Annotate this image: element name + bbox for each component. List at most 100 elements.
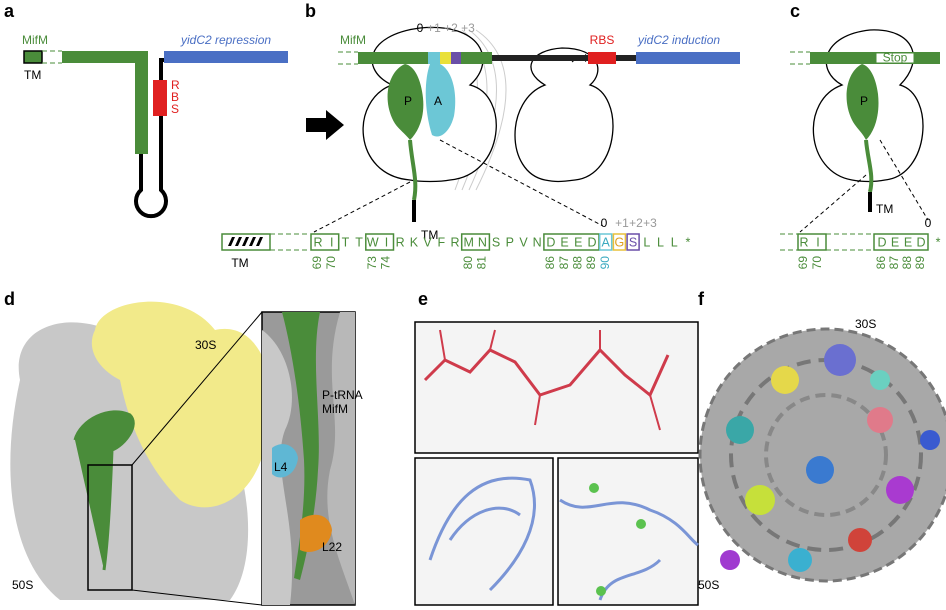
target-label: yidC2 induction (637, 33, 720, 47)
residue: D (877, 235, 886, 249)
residue: A (602, 235, 611, 249)
panel-label: c (790, 1, 800, 21)
residue: S (629, 235, 637, 249)
panel-e (414, 321, 699, 606)
residue: W (367, 235, 379, 249)
residue: K (410, 235, 419, 249)
site-label: 0 (601, 216, 608, 230)
panel-label: e (418, 289, 428, 309)
residue-number: 89 (913, 256, 927, 270)
trna-label: P-tRNA (322, 388, 363, 402)
a-site: A (434, 94, 442, 108)
residue-number: 87 (557, 256, 571, 270)
residue: R (396, 235, 405, 249)
residue: V (423, 235, 432, 249)
residue-number: 70 (810, 256, 824, 270)
site-label: 0 (417, 21, 424, 35)
residue: E (891, 235, 899, 249)
residue: P (506, 235, 514, 249)
residue: * (936, 235, 941, 249)
panel-b: MifM 0 +1 +2 +3 RBS yidC2 induction P A … (306, 21, 740, 242)
residue: D (587, 235, 596, 249)
site-label: +3 (461, 21, 475, 35)
residue: I (816, 235, 819, 249)
residue: R (313, 235, 322, 249)
gene-label: MifM (340, 33, 366, 47)
residue-number: 69 (310, 256, 324, 270)
residue-number: 73 (365, 256, 379, 270)
residue: T (355, 235, 363, 249)
site-label: +1 (427, 21, 441, 35)
p-site: P (404, 94, 412, 108)
target-label: yidC2 repression (180, 33, 271, 47)
residue-number: 74 (379, 256, 393, 270)
residue-number: 86 (543, 256, 557, 270)
residue-box (626, 233, 640, 251)
residue-box (365, 233, 395, 251)
panel-a: MifM TM yidC2 repression R B S (22, 33, 288, 219)
peptide-label: MifM (322, 402, 348, 416)
panel-c: Stop P TM 0 R I D E E D *69 70 86 87 88 89 (780, 29, 941, 270)
residue-number: 80 (461, 256, 475, 270)
residue-number: 69 (796, 256, 810, 270)
residue-number: 88 (570, 256, 584, 270)
panel-d: 30S P-tRNA MifM L4 L22 50S (10, 301, 363, 606)
panel-label: a (4, 1, 15, 21)
residue-box (598, 233, 613, 251)
panel-label: b (305, 1, 316, 21)
site-label: +2 (629, 216, 643, 230)
residue: V (519, 235, 528, 249)
residue-box (460, 233, 491, 251)
protein-label: L22 (322, 540, 342, 554)
residue: G (615, 235, 625, 249)
residue: N (478, 235, 487, 249)
tm-label: TM (231, 256, 248, 270)
residue: E (904, 235, 912, 249)
residue: F (437, 235, 445, 249)
residue: D (546, 235, 555, 249)
residue: E (574, 235, 582, 249)
residue-number: 88 (900, 256, 914, 270)
residue: T (342, 235, 350, 249)
gene-label: MifM (22, 33, 48, 47)
subunit-label: 50S (698, 578, 719, 592)
residue-box (612, 233, 627, 251)
subunit-label: 30S (855, 317, 876, 331)
tm-label: TM (24, 68, 41, 82)
residue: I (330, 235, 333, 249)
residue: * (685, 235, 690, 249)
residue-number: 86 (874, 256, 888, 270)
protein-label: L4 (274, 460, 288, 474)
rbs-label: RBS (590, 33, 615, 47)
site-label: +2 (444, 21, 458, 35)
residue: M (463, 235, 473, 249)
residue: R (450, 235, 459, 249)
residue: S (492, 235, 500, 249)
residue-box (310, 233, 340, 251)
residue: N (533, 235, 542, 249)
panel-label: f (698, 289, 705, 309)
residue: R (799, 235, 808, 249)
panel-f: 30S 50S (698, 317, 946, 592)
residue-number: 81 (475, 256, 489, 270)
residue: D (916, 235, 925, 249)
residue: L (643, 235, 650, 249)
residue-number: 90 (598, 256, 612, 270)
residue-number: 87 (887, 256, 901, 270)
p-site: P (860, 94, 868, 108)
residue: I (385, 235, 388, 249)
site-label: 0 (925, 216, 932, 230)
rbs-letter: R (171, 78, 180, 92)
site-label: +1 (615, 216, 629, 230)
rbs-letter: B (171, 90, 179, 104)
residue-number: 89 (584, 256, 598, 270)
subunit-label: 30S (195, 338, 216, 352)
rbs-letter: S (171, 102, 179, 116)
stop-label: Stop (883, 51, 908, 65)
tm-label: TM (876, 202, 893, 216)
subunit-label: 50S (12, 578, 33, 592)
residue: L (657, 235, 664, 249)
residue: E (560, 235, 568, 249)
